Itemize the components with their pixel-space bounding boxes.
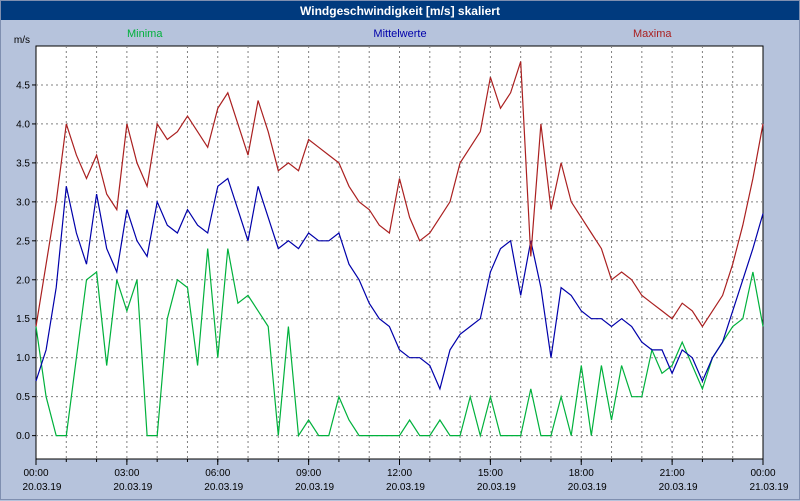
window-title: Windgeschwindigkeit [m/s] skaliert bbox=[300, 3, 500, 18]
y-tick-label: 0.5 bbox=[16, 392, 30, 403]
x-time-label: 03:00 bbox=[114, 468, 139, 479]
x-date-label: 20.03.19 bbox=[295, 482, 334, 493]
x-date-label: 20.03.19 bbox=[113, 482, 152, 493]
y-tick-label: 4.0 bbox=[16, 119, 30, 130]
x-date-label: 21.03.19 bbox=[750, 482, 789, 493]
y-tick-label: 3.0 bbox=[16, 197, 30, 208]
x-time-label: 18:00 bbox=[569, 468, 594, 479]
x-date-label: 20.03.19 bbox=[568, 482, 607, 493]
x-date-label: 20.03.19 bbox=[23, 482, 62, 493]
y-tick-label: 4.5 bbox=[16, 80, 30, 91]
x-date-label: 20.03.19 bbox=[477, 482, 516, 493]
x-date-label: 20.03.19 bbox=[386, 482, 425, 493]
y-tick-label: 1.5 bbox=[16, 314, 30, 325]
series-line-maxima bbox=[35, 61, 764, 328]
x-date-label: 20.03.19 bbox=[204, 482, 243, 493]
x-time-label: 00:00 bbox=[23, 468, 48, 479]
window-title-bar[interactable]: Windgeschwindigkeit [m/s] skaliert bbox=[1, 1, 799, 20]
x-time-label: 12:00 bbox=[387, 468, 412, 479]
y-tick-label: 0.0 bbox=[16, 431, 30, 442]
y-axis-unit-label: m/s bbox=[14, 35, 30, 46]
series-line-minima bbox=[35, 248, 764, 438]
legend-maxima-label: Maxima bbox=[633, 28, 672, 40]
x-time-label: 21:00 bbox=[660, 468, 685, 479]
y-tick-label: 3.5 bbox=[16, 158, 30, 169]
x-time-label: 09:00 bbox=[296, 468, 321, 479]
x-time-label: 15:00 bbox=[478, 468, 503, 479]
legend-mittelwerte-label: Mittelwerte bbox=[373, 28, 427, 40]
y-tick-label: 1.0 bbox=[16, 353, 30, 364]
legend-minima-label: Minima bbox=[127, 28, 163, 40]
x-date-label: 20.03.19 bbox=[659, 482, 698, 493]
x-time-label: 06:00 bbox=[205, 468, 230, 479]
x-time-label: 00:00 bbox=[750, 468, 775, 479]
y-tick-label: 2.0 bbox=[16, 275, 30, 286]
series-line-mittelwerte bbox=[35, 177, 764, 391]
y-tick-label: 2.5 bbox=[16, 236, 30, 247]
